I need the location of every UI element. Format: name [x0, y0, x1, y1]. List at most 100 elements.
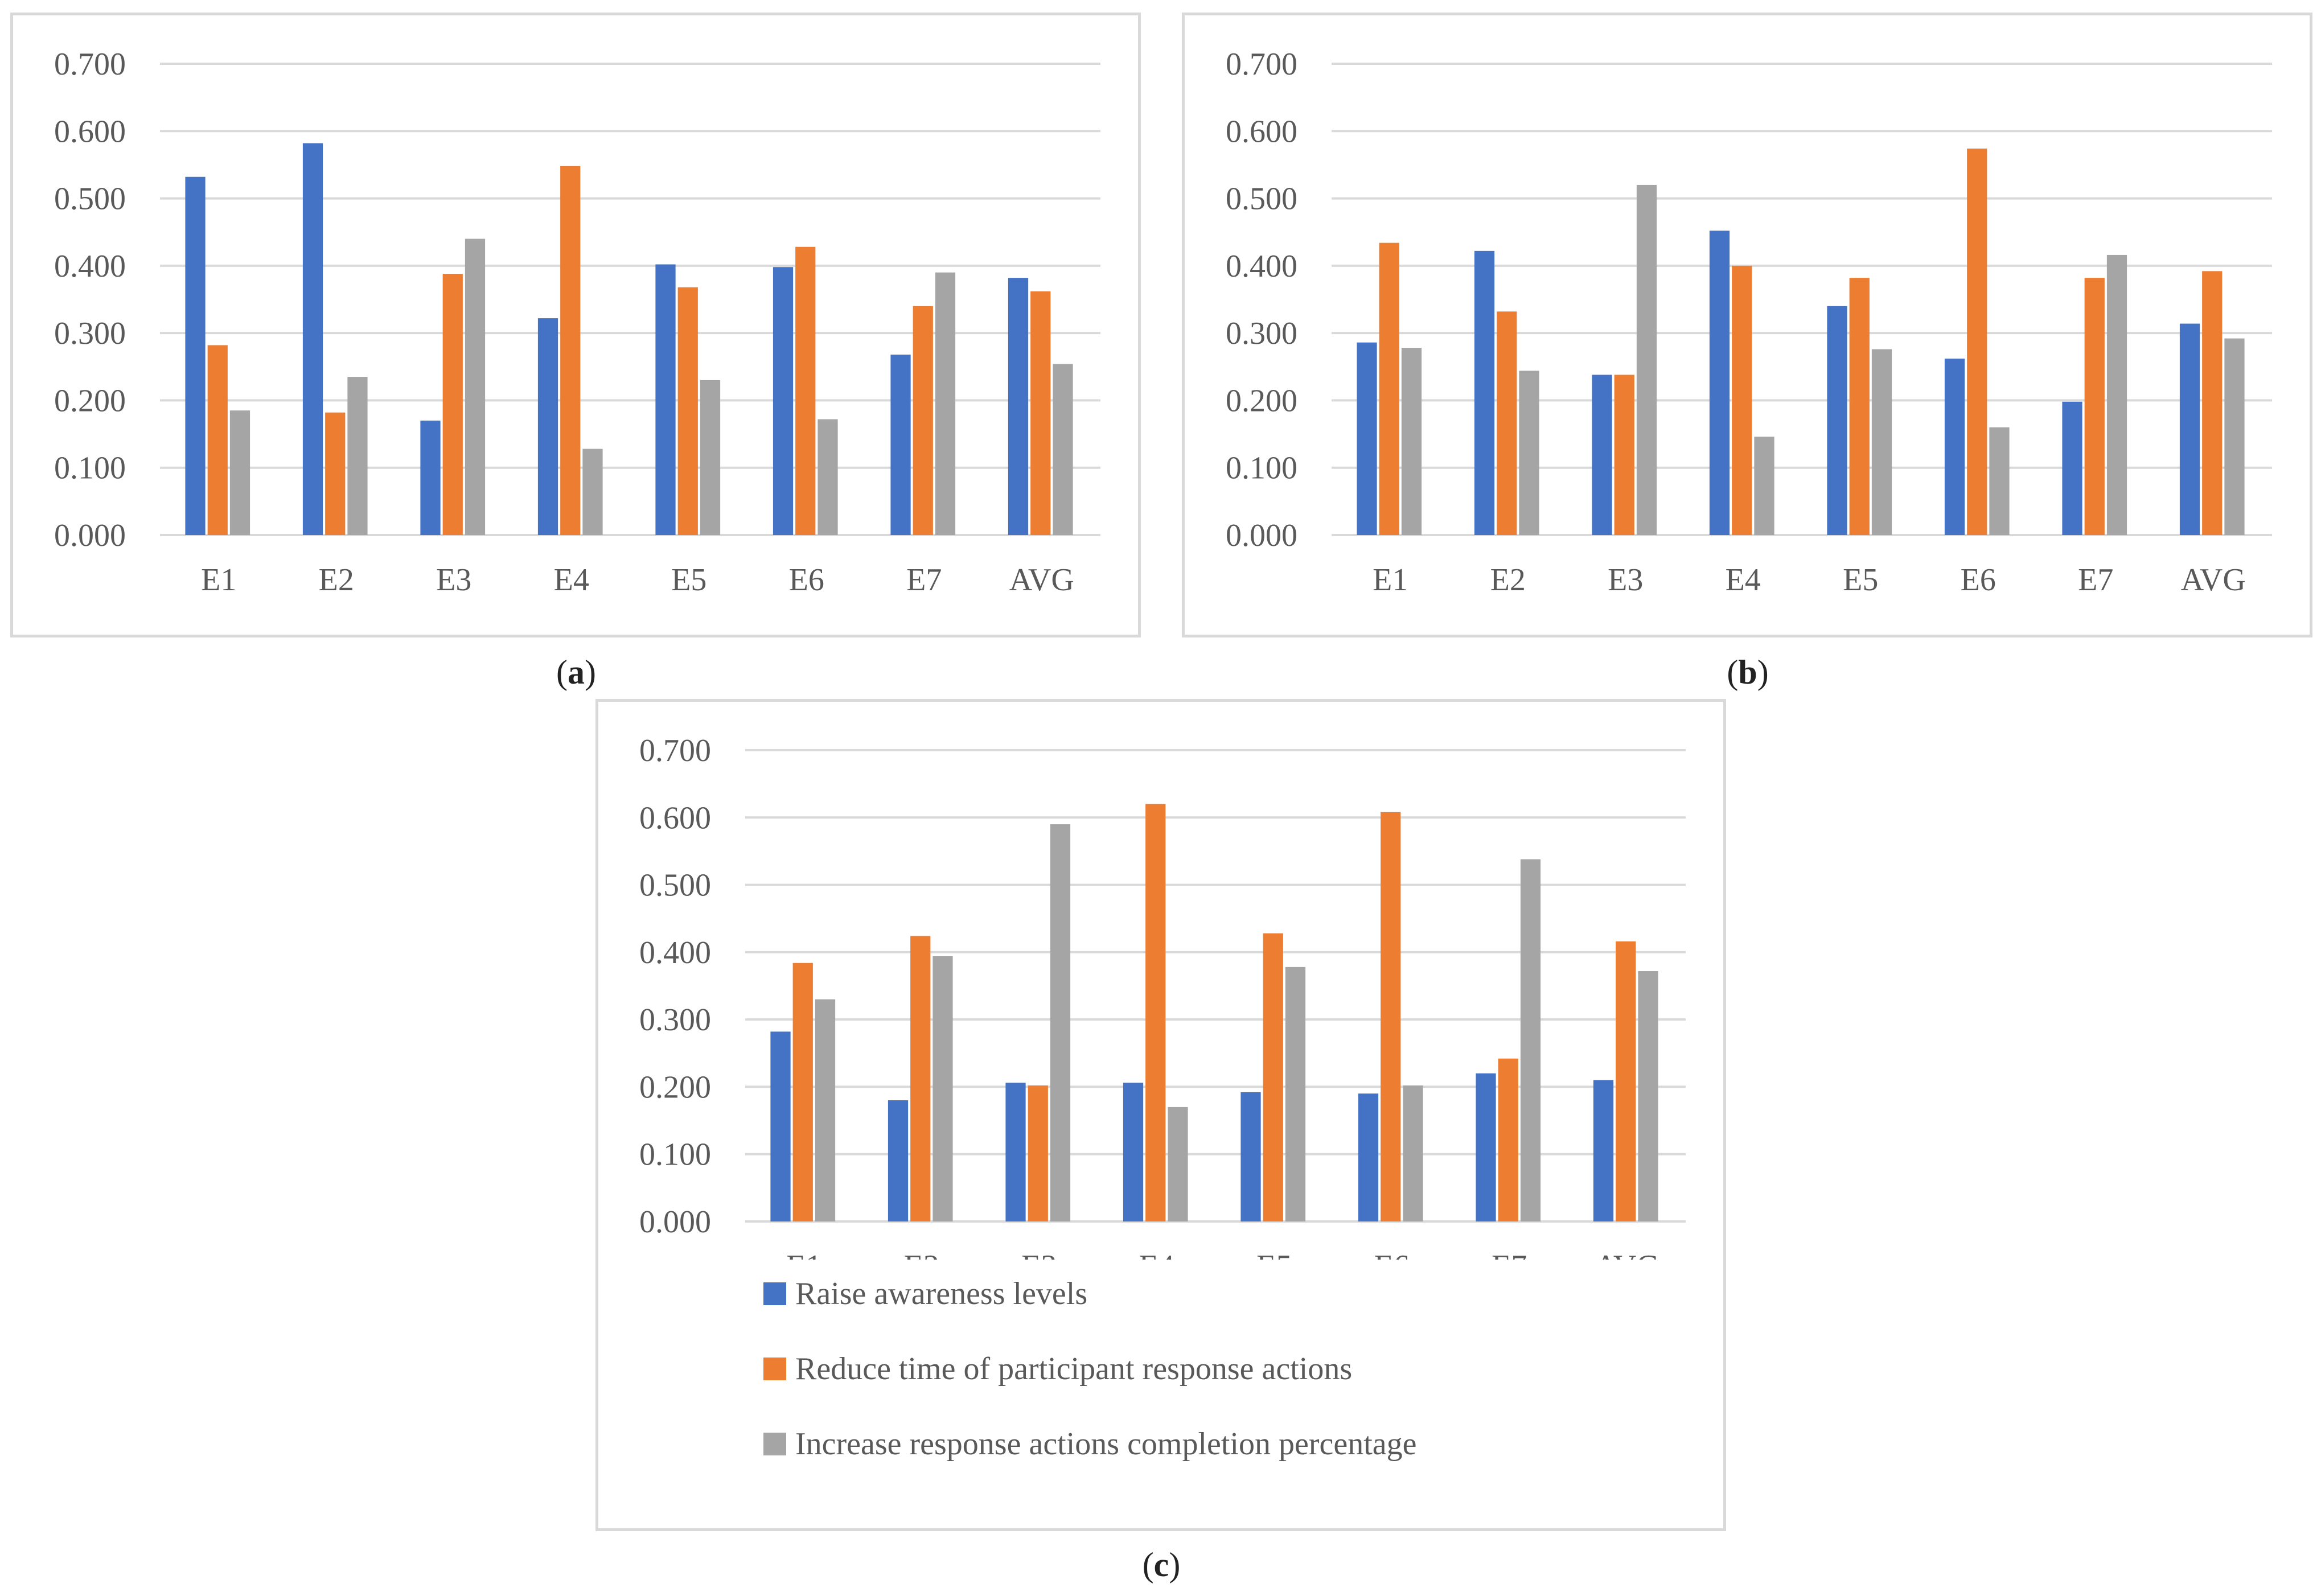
bar: [890, 354, 911, 535]
y-tick-label: 0.000: [1226, 518, 1297, 553]
bar: [770, 1031, 791, 1221]
bar: [1827, 306, 1847, 535]
bar: [932, 956, 953, 1221]
bar: [1871, 349, 1892, 535]
legend-item-raise-awareness: Raise awareness levels: [763, 1276, 1417, 1311]
bar: [1614, 375, 1634, 535]
bar: [1474, 250, 1495, 535]
y-tick-label: 0.700: [54, 47, 126, 82]
bar: [229, 410, 250, 535]
x-tick-label: E3: [436, 562, 471, 598]
bar: [185, 176, 206, 536]
y-tick-label: 0.200: [639, 1070, 711, 1105]
bar: [2084, 278, 2105, 535]
bar: [582, 449, 603, 535]
bar: [1263, 933, 1283, 1221]
caption-a-letter: a: [568, 653, 585, 691]
caption-b-letter: b: [1738, 653, 1757, 691]
legend-label: Raise awareness levels: [795, 1276, 1088, 1311]
bar: [1636, 184, 1657, 535]
bar: [420, 420, 441, 535]
x-tick-label: E2: [1490, 562, 1526, 598]
bar: [1944, 359, 1965, 535]
legend-swatch-orange: [763, 1358, 786, 1380]
bar: [1498, 1058, 1518, 1221]
bar: [2106, 254, 2127, 535]
bar: [910, 936, 931, 1221]
bar: [1008, 278, 1029, 535]
bar: [1358, 1093, 1379, 1221]
bar: [1754, 437, 1774, 535]
y-tick-label: 0.000: [54, 518, 126, 553]
y-tick-label: 0.500: [1226, 182, 1297, 217]
legend-label: Reduce time of participant response acti…: [795, 1351, 1353, 1387]
bar: [1520, 859, 1541, 1221]
x-tick-label: E7: [1492, 1249, 1527, 1260]
bar: [1005, 1083, 1026, 1221]
y-tick-label: 0.300: [54, 316, 126, 351]
x-tick-label: E5: [1256, 1249, 1292, 1260]
x-tick-label: AVG: [2181, 562, 2246, 598]
bar: [347, 377, 368, 535]
bar: [700, 380, 721, 535]
bar: [1028, 1085, 1048, 1221]
x-tick-label: E3: [1608, 562, 1643, 598]
bar: [1401, 348, 1422, 535]
bar: [560, 166, 581, 535]
legend-label: Increase response actions completion per…: [795, 1426, 1417, 1462]
bar: [325, 412, 346, 535]
y-tick-label: 0.100: [639, 1137, 711, 1173]
x-tick-label: E6: [1961, 562, 1996, 598]
x-tick-label: E1: [1373, 562, 1408, 598]
x-tick-label: E4: [1139, 1249, 1174, 1260]
x-tick-label: E1: [786, 1249, 821, 1260]
bar: [1638, 970, 1658, 1221]
bar: [1379, 242, 1399, 535]
y-tick-label: 0.500: [639, 868, 711, 903]
x-tick-label: E5: [1843, 562, 1878, 598]
bar: [2179, 323, 2200, 535]
bar: [677, 287, 698, 535]
chart-panel-a: 0.000 0.100 0.200 0.300 0.400 0.500 0.600 0.700…: [10, 13, 1141, 637]
legend-item-increase-completion: Increase response actions completion per…: [763, 1426, 1417, 1462]
y-tick-label: 0.700: [639, 733, 711, 768]
y-tick-label: 0.300: [639, 1002, 711, 1038]
bar: [1593, 1080, 1614, 1221]
y-tick-label: 0.600: [639, 800, 711, 836]
bar: [1168, 1106, 1188, 1221]
legend: Raise awareness levels Reduce time of pa…: [763, 1276, 1417, 1502]
y-tick-label: 0.000: [639, 1204, 711, 1240]
y-tick-label: 0.200: [54, 383, 126, 418]
bar: [1053, 364, 1073, 535]
x-tick-label: E1: [201, 562, 236, 598]
caption-a: (a): [556, 653, 596, 691]
bar: [795, 246, 816, 535]
legend-item-reduce-time: Reduce time of participant response acti…: [763, 1351, 1417, 1387]
bar: [913, 306, 933, 535]
bar: [1497, 311, 1517, 535]
x-tick-label: E2: [904, 1249, 939, 1260]
bar: [1709, 231, 1730, 535]
bar: [1030, 291, 1051, 535]
x-tick-label: E5: [671, 562, 706, 598]
caption-c: (c): [1142, 1546, 1181, 1583]
y-tick-label: 0.400: [54, 249, 126, 284]
x-tick-label: E2: [319, 562, 354, 598]
x-tick-label: E7: [2078, 562, 2113, 598]
bar: [537, 318, 558, 535]
caption-b: (b): [1727, 653, 1769, 691]
x-tick-label: E6: [789, 562, 824, 598]
bar: [1519, 371, 1539, 535]
bar: [1145, 804, 1166, 1221]
legend-swatch-blue: [763, 1282, 786, 1305]
x-tick-label: E4: [1726, 562, 1761, 598]
chart-panel-b: 0.000 0.100 0.200 0.300 0.400 0.500 0.600 0.700…: [1182, 13, 2312, 637]
legend-swatch-gray: [763, 1433, 786, 1455]
y-tick-label: 0.400: [639, 935, 711, 970]
chart-panel-c: 0.000 0.100 0.200 0.300 0.400 0.500 0.600 0.700…: [595, 699, 1726, 1531]
bar: [818, 419, 838, 535]
y-tick-label: 0.300: [1226, 316, 1297, 351]
bar: [935, 272, 956, 535]
x-tick-label: E4: [554, 562, 589, 598]
bar: [1403, 1085, 1423, 1221]
